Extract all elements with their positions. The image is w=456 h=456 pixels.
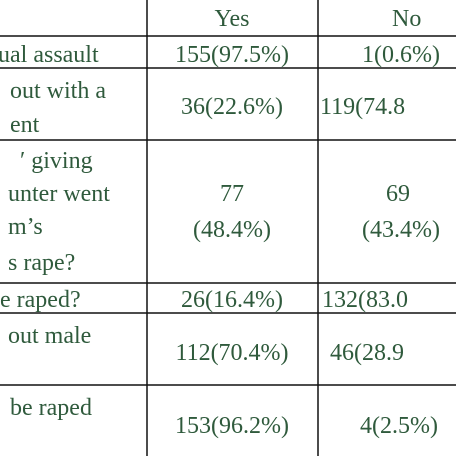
cell-text: 46(28.9 — [330, 340, 404, 366]
cell-text: 132(83.0 — [322, 287, 408, 313]
cell-text: 36(22.6%) — [181, 94, 283, 120]
cell-text: unter went — [8, 181, 110, 207]
cell-text: s rape? — [8, 250, 75, 276]
cell-text: ual assault — [0, 42, 99, 68]
cell-text: (48.4%) — [193, 217, 271, 243]
cell-text: 4(2.5%) — [360, 413, 438, 439]
cell-text: 1(0.6%) — [362, 42, 440, 68]
cell-text: 69 — [386, 181, 410, 207]
cell-text: 119(74.8 — [320, 94, 405, 120]
cell-text: Yes — [215, 6, 250, 32]
cell-text: out male — [8, 323, 91, 349]
cell-text: No — [392, 6, 421, 32]
cell-text: (43.4%) — [362, 217, 440, 243]
cell-text: ent — [10, 112, 40, 138]
cell-text: m’s — [8, 214, 43, 240]
cell-text: 26(16.4%) — [181, 287, 283, 313]
cell-text: e raped? — [0, 287, 81, 313]
cell-text: 77 — [220, 181, 244, 207]
cell-text: 112(70.4%) — [175, 340, 288, 366]
cell-text: out with a — [10, 78, 106, 104]
cell-text: 155(97.5%) — [175, 42, 289, 68]
cell-text: be raped — [10, 395, 92, 421]
cell-text: 153(96.2%) — [175, 413, 289, 439]
cell-text: ′ giving — [20, 148, 93, 174]
